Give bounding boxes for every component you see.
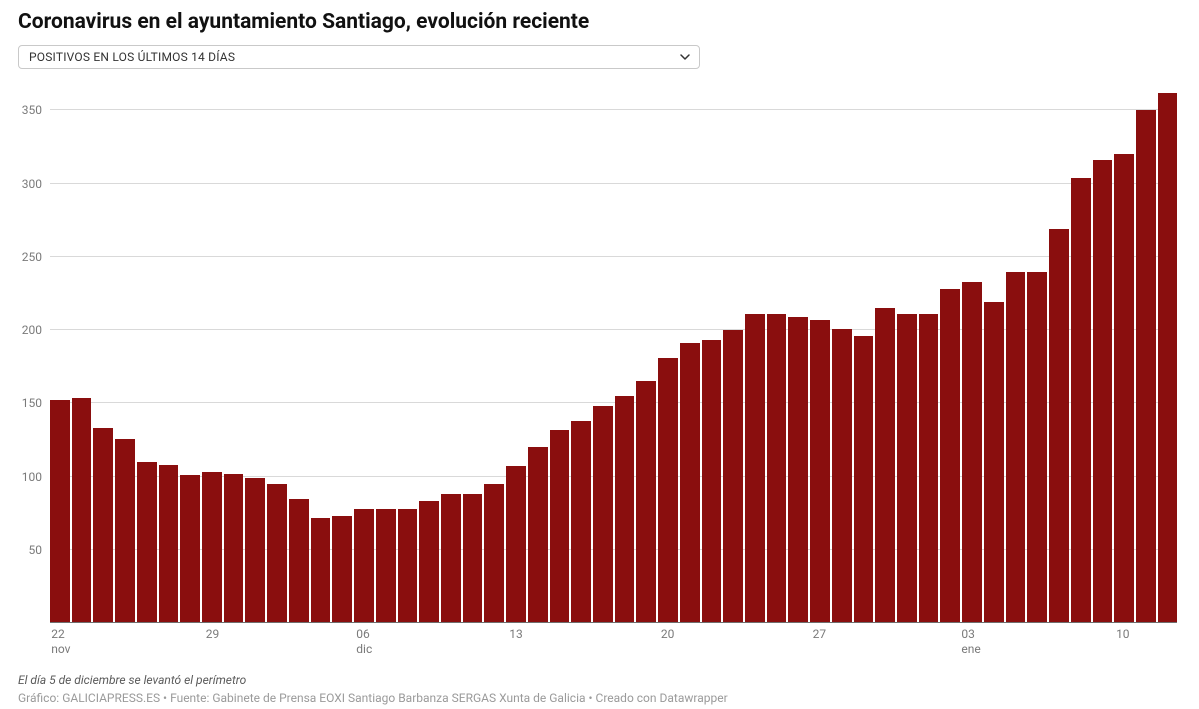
bar[interactable] <box>1027 272 1047 623</box>
bar[interactable] <box>376 509 396 623</box>
metric-selector-label: POSITIVOS EN LOS ÚLTIMOS 14 DÍAS <box>29 50 235 64</box>
x-axis-label: 06dic <box>356 627 372 657</box>
bar[interactable] <box>137 462 157 623</box>
bar[interactable] <box>50 400 70 623</box>
bar[interactable] <box>93 428 113 623</box>
page-title: Coronavirus en el ayuntamiento Santiago,… <box>18 10 1181 35</box>
chart-caption: El día 5 de diciembre se levantó el perí… <box>18 673 1181 687</box>
bar[interactable] <box>332 516 352 623</box>
bar[interactable] <box>745 314 765 623</box>
bar-chart: 50 100 150 200 250 300 350 22nov 29 06dic 13 20 27 0… <box>18 75 1181 665</box>
y-axis-label: 250 <box>18 250 48 264</box>
x-axis-label: 29 <box>206 627 220 642</box>
bar[interactable] <box>788 317 808 623</box>
bar[interactable] <box>875 308 895 623</box>
chart-source: Gráfico: GALICIAPRESS.ES • Fuente: Gabin… <box>18 691 1181 705</box>
bar[interactable] <box>636 381 656 623</box>
y-axis-label: 150 <box>18 396 48 410</box>
x-axis-label: 27 <box>813 627 827 642</box>
bar[interactable] <box>1136 110 1156 623</box>
bar[interactable] <box>1114 154 1134 623</box>
x-axis-label: 03ene <box>961 627 980 657</box>
x-axis-label: 10 <box>1116 627 1130 642</box>
bar[interactable] <box>723 330 743 623</box>
y-axis-label: 350 <box>18 103 48 117</box>
y-axis-label: 100 <box>18 470 48 484</box>
bar[interactable] <box>1158 93 1178 623</box>
bar[interactable] <box>289 499 309 623</box>
bar[interactable] <box>159 465 179 623</box>
bar[interactable] <box>1006 272 1026 623</box>
bar[interactable] <box>419 501 439 623</box>
bar[interactable] <box>810 320 830 623</box>
bar[interactable] <box>311 518 331 623</box>
bar[interactable] <box>1071 178 1091 623</box>
bar[interactable] <box>463 494 483 623</box>
bar[interactable] <box>398 509 418 623</box>
bar[interactable] <box>115 439 135 624</box>
y-axis-label: 50 <box>18 543 48 557</box>
metric-selector[interactable]: POSITIVOS EN LOS ÚLTIMOS 14 DÍAS <box>18 45 700 69</box>
bar[interactable] <box>550 430 570 623</box>
bar[interactable] <box>854 336 874 623</box>
bar[interactable] <box>680 343 700 623</box>
bar[interactable] <box>354 509 374 623</box>
bar[interactable] <box>984 302 1004 623</box>
bar[interactable] <box>267 484 287 623</box>
bar[interactable] <box>593 406 613 623</box>
bar[interactable] <box>180 475 200 623</box>
bar[interactable] <box>658 358 678 623</box>
y-axis-label: 200 <box>18 323 48 337</box>
x-axis-label: 22nov <box>51 627 70 657</box>
bar[interactable] <box>571 421 591 623</box>
y-axis-label: 300 <box>18 177 48 191</box>
bar[interactable] <box>224 474 244 623</box>
bar[interactable] <box>484 484 504 623</box>
bar[interactable] <box>767 314 787 623</box>
bar[interactable] <box>506 466 526 623</box>
bar[interactable] <box>1093 160 1113 623</box>
chevron-down-icon <box>677 49 693 65</box>
bar[interactable] <box>832 329 852 623</box>
bar[interactable] <box>72 398 92 624</box>
bar[interactable] <box>897 314 917 623</box>
bar[interactable] <box>441 494 461 623</box>
x-axis-label: 20 <box>661 627 675 642</box>
bar[interactable] <box>962 282 982 623</box>
bar[interactable] <box>202 472 222 623</box>
bar[interactable] <box>528 447 548 623</box>
bar[interactable] <box>940 289 960 623</box>
bar[interactable] <box>702 340 722 623</box>
bar[interactable] <box>1049 229 1069 623</box>
x-axis-label: 13 <box>509 627 523 642</box>
bar[interactable] <box>919 314 939 623</box>
bar[interactable] <box>245 478 265 623</box>
bar[interactable] <box>615 396 635 623</box>
